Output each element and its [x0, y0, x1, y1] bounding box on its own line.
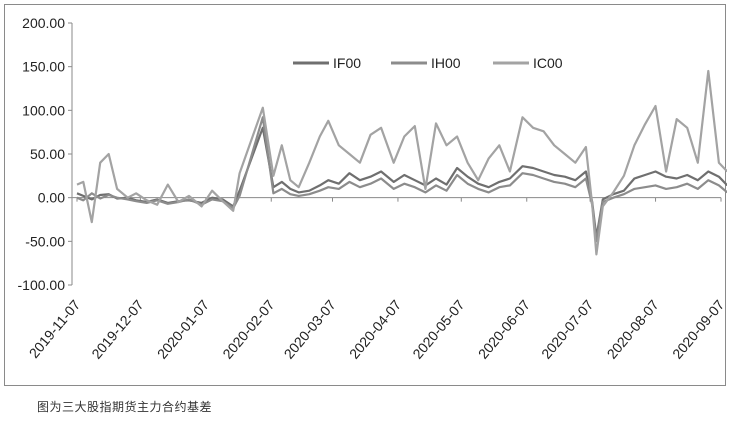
y-tick-label: -100.00 [18, 277, 66, 293]
y-tick-label: 100.00 [22, 102, 65, 118]
y-tick-label: -50.00 [25, 233, 65, 249]
x-tick-label: 2020-01-07 [154, 296, 212, 361]
legend: IF00 IH00 IC00 [293, 55, 563, 71]
x-tick-label: 2020-03-07 [280, 296, 338, 361]
x-tick-label: 2020-06-07 [475, 296, 533, 361]
chart-frame: 200.00 150.00 100.00 50.00 0.00 -50.00 -100.00… [4, 4, 727, 386]
x-axis: 2019-11-07 2019-12-07 2020-01-07 2020-02-07… [26, 197, 727, 362]
x-tick-label: 2020-04-07 [346, 296, 404, 361]
x-tick-label: 2020-08-07 [604, 296, 662, 361]
x-tick-label: 2019-11-07 [26, 296, 84, 361]
y-tick-label: 0.00 [38, 190, 65, 206]
series-lines [76, 69, 727, 256]
x-tick-label: 2020-09-07 [669, 296, 727, 361]
x-tick-label: 2019-12-07 [88, 296, 146, 361]
legend-label-ih00: IH00 [431, 55, 461, 71]
figure-caption: 图为三大股指期货主力合约基差 [37, 400, 213, 414]
y-tick-label: 200.00 [22, 15, 65, 31]
y-tick-label: 150.00 [22, 59, 65, 75]
y-tick-label: 50.00 [30, 146, 65, 162]
x-tick-label: 2020-02-07 [219, 296, 277, 361]
y-axis: 200.00 150.00 100.00 50.00 0.00 -50.00 -100.00 [18, 15, 73, 293]
line-chart: 200.00 150.00 100.00 50.00 0.00 -50.00 -100.00… [18, 15, 727, 362]
series-line-ih00 [76, 116, 727, 243]
legend-label-if00: IF00 [333, 55, 361, 71]
x-tick-label: 2020-07-07 [538, 296, 596, 361]
x-tick-label: 2020-05-07 [409, 296, 467, 361]
legend-label-ic00: IC00 [533, 55, 563, 71]
series-line-ic00 [76, 69, 727, 256]
